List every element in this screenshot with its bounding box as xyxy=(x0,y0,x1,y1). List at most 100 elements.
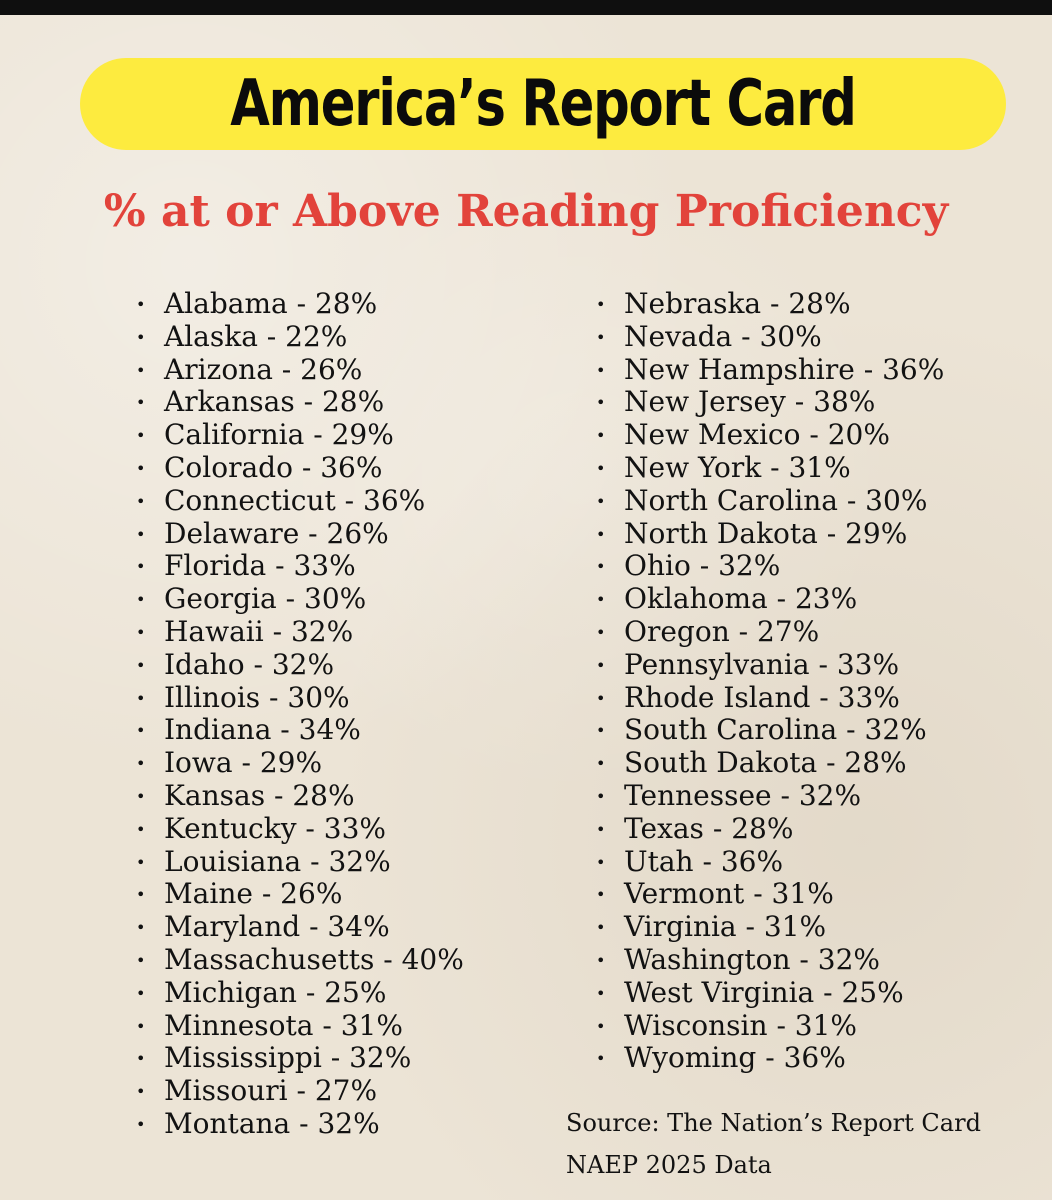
state-entry-text: California - 29% xyxy=(164,418,394,452)
state-entry-text: Oklahoma - 23% xyxy=(624,582,858,616)
bullet-icon: • xyxy=(136,918,146,938)
bullet-icon: • xyxy=(596,295,606,315)
state-entry-text: Colorado - 36% xyxy=(164,450,383,484)
list-item: • Vermont - 31% xyxy=(596,877,944,911)
state-entry-text: Missouri - 27% xyxy=(164,1074,378,1108)
bullet-icon: • xyxy=(596,951,606,971)
list-item: • Colorado - 36% xyxy=(136,450,464,485)
bullet-icon: • xyxy=(136,1049,146,1069)
source-data-line: NAEP 2025 Data xyxy=(566,1151,772,1179)
state-entry-text: Maryland - 34% xyxy=(164,910,390,944)
bullet-icon: • xyxy=(136,426,146,446)
list-item: • California - 29% xyxy=(136,418,464,452)
bullet-icon: • xyxy=(136,754,146,774)
state-entry-text: North Dakota - 29% xyxy=(624,516,908,550)
list-item: • Arizona - 26% xyxy=(136,353,464,387)
bullet-icon: • xyxy=(136,885,146,905)
page-subtitle: % at or Above Reading Proficiency xyxy=(103,186,949,237)
bullet-icon: • xyxy=(136,295,146,315)
state-entry-text: South Carolina - 32% xyxy=(624,713,927,747)
bullet-icon: • xyxy=(596,787,606,807)
list-item: • South Carolina - 32% xyxy=(596,713,944,747)
state-entry-text: Rhode Island - 33% xyxy=(624,680,900,714)
bullet-icon: • xyxy=(596,655,606,675)
list-item: • Kentucky - 33% xyxy=(136,812,464,846)
list-item: • Idaho - 32% xyxy=(136,648,464,682)
bullet-icon: • xyxy=(596,983,606,1003)
state-list-right: • Nebraska - 28% • Nevada - 30% • New Hampshi… xyxy=(596,287,944,1075)
list-item: • Arkansas - 28% xyxy=(136,385,464,419)
bullet-icon: • xyxy=(596,885,606,905)
state-entry-text: Massachusetts - 40% xyxy=(164,942,464,976)
list-item: • Illinois - 30% xyxy=(136,680,464,715)
bullet-icon: • xyxy=(136,459,146,479)
state-entry-text: Mississippi - 32% xyxy=(164,1041,412,1075)
bullet-icon: • xyxy=(136,787,146,807)
state-entry-text: Washington - 32% xyxy=(624,942,880,976)
state-entry-text: Ohio - 32% xyxy=(624,549,781,583)
state-entry-text: Alaska - 22% xyxy=(164,319,348,353)
state-entry-text: Texas - 28% xyxy=(624,811,794,845)
state-list-left: • Alabama - 28% • Alaska - 22% • Arizona - 26… xyxy=(136,287,464,1141)
bullet-icon: • xyxy=(596,1016,606,1036)
list-item: • Kansas - 28% xyxy=(136,779,464,813)
bullet-icon: • xyxy=(596,393,606,413)
list-item: • Delaware - 26% xyxy=(136,516,464,551)
state-entry-text: North Carolina - 30% xyxy=(624,483,928,517)
bullet-icon: • xyxy=(596,491,606,511)
list-item: • Florida - 33% xyxy=(136,549,464,583)
state-entry-text: Delaware - 26% xyxy=(164,516,389,550)
state-entry-text: Maine - 26% xyxy=(164,877,343,911)
top-border-bar xyxy=(0,0,1052,15)
bullet-icon: • xyxy=(596,754,606,774)
list-item: • Wyoming - 36% xyxy=(596,1041,944,1075)
bullet-icon: • xyxy=(596,852,606,872)
state-entry-text: Vermont - 31% xyxy=(624,877,834,911)
state-entry-text: Florida - 33% xyxy=(164,549,356,583)
bullet-icon: • xyxy=(136,491,146,511)
state-entry-text: New Mexico - 20% xyxy=(624,418,890,452)
bullet-icon: • xyxy=(136,655,146,675)
bullet-icon: • xyxy=(596,590,606,610)
state-entry-text: Wyoming - 36% xyxy=(624,1041,846,1075)
bullet-icon: • xyxy=(136,951,146,971)
bullet-icon: • xyxy=(596,623,606,643)
list-item: • Utah - 36% xyxy=(596,845,944,879)
state-entry-text: Connecticut - 36% xyxy=(164,483,426,517)
list-item: • South Dakota - 28% xyxy=(596,746,944,780)
list-item: • Nevada - 30% xyxy=(596,320,944,354)
list-item: • Hawaii - 32% xyxy=(136,615,464,649)
bullet-icon: • xyxy=(596,327,606,347)
state-entry-text: Illinois - 30% xyxy=(164,680,350,714)
bullet-icon: • xyxy=(596,918,606,938)
state-entry-text: Nebraska - 28% xyxy=(624,287,851,320)
source-note: Source: The Nation’s Report Card NAEP 20… xyxy=(566,1102,981,1186)
list-item: • Georgia - 30% xyxy=(136,582,464,616)
list-item: • Virginia - 31% xyxy=(596,910,944,944)
bullet-icon: • xyxy=(596,524,606,544)
state-entry-text: Alabama - 28% xyxy=(164,287,378,320)
list-item: • Maryland - 34% xyxy=(136,910,464,944)
list-item: • Nebraska - 28% xyxy=(596,287,944,321)
bullet-icon: • xyxy=(596,459,606,479)
list-item: • West Virginia - 25% xyxy=(596,976,944,1010)
page-title: America’s Report Card xyxy=(230,67,857,141)
list-item: • Maine - 26% xyxy=(136,877,464,911)
list-item: • Oregon - 27% xyxy=(596,615,944,649)
bullet-icon: • xyxy=(136,819,146,839)
state-entry-text: Louisiana - 32% xyxy=(164,844,391,878)
bullet-icon: • xyxy=(596,557,606,577)
state-entry-text: Minnesota - 31% xyxy=(164,1008,403,1042)
list-item: • Connecticut - 36% xyxy=(136,483,464,518)
list-item: • Rhode Island - 33% xyxy=(596,680,944,715)
state-entry-text: Georgia - 30% xyxy=(164,582,367,616)
state-entry-text: Virginia - 31% xyxy=(624,910,827,944)
list-item: • Massachusetts - 40% xyxy=(136,942,464,977)
bullet-icon: • xyxy=(596,360,606,380)
list-item: • Texas - 28% xyxy=(596,811,944,846)
state-entry-text: South Dakota - 28% xyxy=(624,746,907,780)
list-item: • New Jersey - 38% xyxy=(596,385,944,419)
state-entry-text: Arkansas - 28% xyxy=(164,385,385,419)
bullet-icon: • xyxy=(136,393,146,413)
state-entry-text: Michigan - 25% xyxy=(164,975,387,1009)
